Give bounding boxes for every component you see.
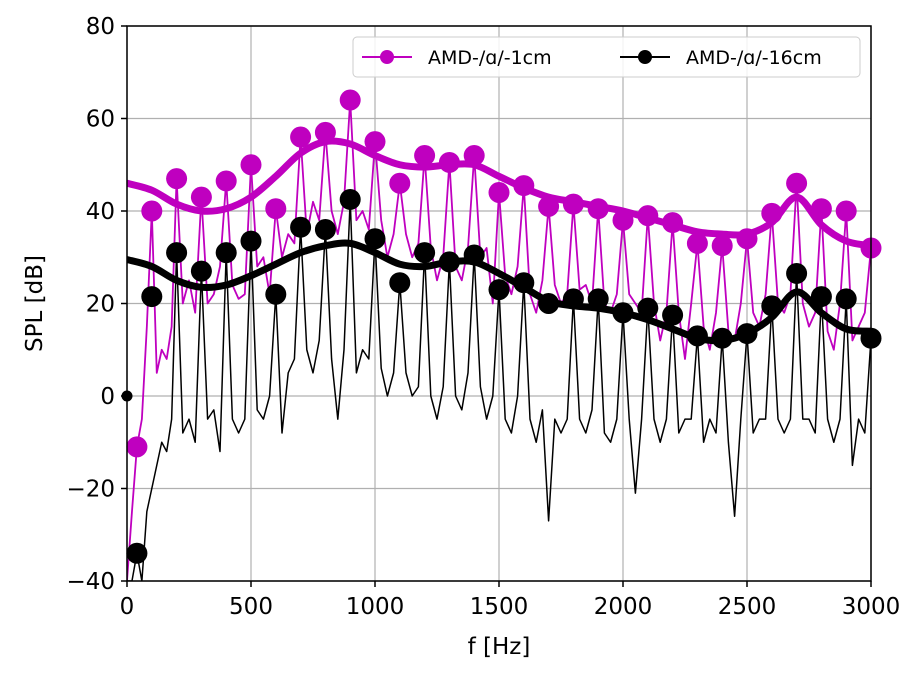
- harmonic-marker-1-10: [339, 188, 361, 210]
- y-tick-label-1: −20: [66, 477, 115, 503]
- y-tick-label-3: 20: [86, 292, 115, 318]
- harmonic-marker-0-16: [513, 175, 535, 197]
- harmonic-marker-0-3: [190, 186, 212, 208]
- x-tick-label-6: 3000: [842, 594, 901, 620]
- harmonic-marker-0-23: [686, 232, 708, 254]
- harmonic-marker-0-13: [438, 151, 460, 173]
- harmonic-marker-1-6: [240, 230, 262, 252]
- harmonic-marker-1-30: [835, 288, 857, 310]
- x-tick-label-5: 2500: [718, 594, 777, 620]
- axis-ticks: 0 500 1000 1500 2000 2500 3000 −40 −20 0 20 40 60 80: [66, 14, 900, 620]
- series-layer: [121, 89, 882, 581]
- harmonic-marker-0-5: [240, 154, 262, 176]
- harmonic-marker-1-21: [612, 302, 634, 324]
- x-tick-label-0: 0: [120, 594, 135, 620]
- x-axis-label: f [Hz]: [468, 634, 531, 660]
- y-tick-label-4: 40: [86, 199, 115, 225]
- harmonic-marker-0-17: [538, 195, 560, 217]
- y-tick-label-5: 60: [86, 107, 115, 133]
- harmonic-marker-0-27: [786, 172, 808, 194]
- harmonic-marker-1-20: [587, 288, 609, 310]
- y-tick-label-2: 0: [100, 384, 115, 410]
- harmonic-marker-0-0: [126, 436, 148, 458]
- harmonic-marker-1-26: [736, 323, 758, 345]
- harmonic-marker-1-24: [686, 325, 708, 347]
- harmonic-marker-0-9: [339, 89, 361, 111]
- harmonic-marker-1-8: [290, 216, 312, 238]
- harmonic-marker-0-2: [166, 168, 188, 190]
- harmonic-marker-1-22: [637, 297, 659, 319]
- harmonic-marker-0-1: [141, 200, 163, 222]
- harmonic-marker-1-13: [414, 242, 436, 264]
- harmonic-marker-1-25: [711, 327, 733, 349]
- legend-label-1cm: AMD-/ɑ/-1cm: [428, 47, 552, 69]
- y-tick-label-6: 80: [86, 14, 115, 40]
- harmonic-marker-0-15: [488, 182, 510, 203]
- harmonic-marker-1-17: [513, 272, 535, 294]
- harmonic-marker-0-28: [810, 198, 832, 220]
- harmonic-marker-1-5: [215, 242, 237, 264]
- legend: AMD-/ɑ/-1cm AMD-/ɑ/-16cm: [352, 36, 861, 78]
- harmonic-marker-0-11: [389, 172, 411, 194]
- harmonic-marker-1-29: [810, 286, 832, 308]
- harmonic-marker-1-3: [166, 242, 188, 264]
- spectrum-line-0: [127, 99, 871, 581]
- harmonic-marker-0-19: [587, 198, 609, 220]
- harmonic-marker-1-14: [438, 251, 460, 273]
- harmonic-marker-0-7: [290, 126, 312, 148]
- harmonic-marker-1-9: [314, 219, 336, 240]
- harmonic-marker-1-2: [141, 286, 163, 308]
- harmonic-marker-1-16: [488, 279, 510, 301]
- x-tick-label-1: 500: [229, 594, 273, 620]
- harmonic-marker-1-12: [389, 272, 411, 294]
- harmonic-marker-0-20: [612, 209, 634, 231]
- harmonic-marker-0-26: [761, 202, 783, 224]
- x-tick-label-3: 1500: [470, 594, 529, 620]
- harmonic-marker-1-7: [265, 283, 287, 305]
- y-tick-label-0: −40: [66, 569, 115, 595]
- harmonic-marker-0-29: [835, 200, 857, 222]
- harmonic-marker-0-24: [711, 235, 733, 257]
- y-axis-label: SPL [dB]: [22, 255, 48, 352]
- harmonic-marker-0-8: [314, 121, 336, 143]
- harmonic-marker-1-23: [662, 304, 684, 326]
- x-tick-label-2: 1000: [346, 594, 405, 620]
- harmonic-marker-1-18: [538, 293, 560, 314]
- harmonic-marker-0-22: [662, 212, 684, 234]
- harmonic-marker-0-4: [215, 170, 237, 192]
- x-tick-label-4: 2000: [594, 594, 653, 620]
- harmonic-marker-0-25: [736, 228, 758, 250]
- harmonic-marker-0-6: [265, 198, 287, 220]
- harmonic-marker-1-4: [190, 260, 212, 282]
- legend-marker-dot-16cm: [638, 50, 652, 64]
- harmonic-marker-1-28: [786, 262, 808, 284]
- harmonic-marker-0-18: [562, 193, 584, 215]
- harmonic-marker-1-11: [364, 228, 386, 250]
- harmonic-marker-1-15: [463, 244, 485, 266]
- spectrum-line-1: [127, 198, 871, 581]
- harmonic-marker-1-19: [562, 288, 584, 310]
- harmonic-marker-0-10: [364, 131, 386, 153]
- harmonic-marker-0-21: [637, 205, 659, 227]
- harmonic-marker-1-27: [761, 295, 783, 317]
- harmonic-marker-0-14: [463, 145, 485, 166]
- legend-box: [352, 36, 861, 78]
- harmonic-marker-1-1: [126, 542, 148, 564]
- harmonic-marker-0-12: [414, 145, 436, 166]
- legend-label-16cm: AMD-/ɑ/-16cm: [686, 47, 822, 69]
- legend-marker-dot-1cm: [380, 50, 394, 64]
